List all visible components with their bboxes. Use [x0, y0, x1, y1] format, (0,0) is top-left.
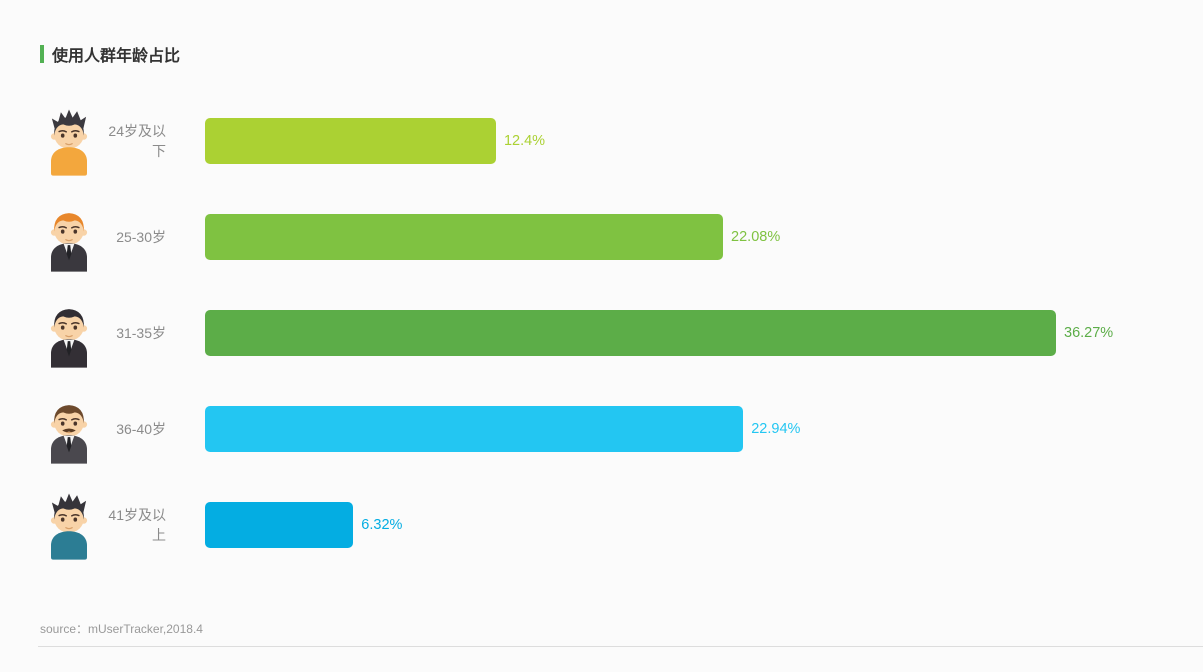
avatar-man-25-30-icon	[50, 213, 88, 272]
age-group-label: 24岁及以下	[108, 123, 166, 159]
chart-row: 41岁及以上 6.32%	[0, 477, 1203, 573]
bar-value-label: 12.4%	[503, 133, 546, 149]
chart-row: 36-40岁 22.94%	[0, 381, 1203, 477]
age-group-label: 41岁及以上	[108, 507, 166, 543]
avatar-man-41-plus-icon	[50, 493, 88, 560]
age-bar-man-36-40	[205, 406, 744, 452]
source-label: source：mUserTracker,2018.4	[40, 622, 203, 636]
bar-value-label: 22.08%	[731, 229, 781, 245]
chart-footer: source：mUserTracker,2018.4	[38, 620, 1203, 647]
chart-rows: 24岁及以下 12.4%	[0, 93, 1203, 573]
avatar-man-31-35-icon	[50, 309, 88, 368]
age-group-label: 25-30岁	[116, 229, 166, 245]
avatar-man-36-40-icon	[50, 405, 88, 464]
age-bar-man-31-35	[205, 310, 1056, 356]
chart-row: 24岁及以下 12.4%	[0, 93, 1203, 189]
age-bar-man-25-30	[205, 214, 724, 260]
chart-row: 31-35岁 36.27%	[0, 285, 1203, 381]
avatar-man-24-under-icon	[50, 109, 88, 176]
chart-row: 25-30岁 22.08%	[0, 189, 1203, 285]
bar-value-label: 6.32%	[361, 517, 403, 533]
age-group-label: 36-40岁	[116, 421, 166, 437]
age-bar-man-24-under	[205, 118, 496, 164]
age-bar-man-41-plus	[205, 502, 354, 548]
bar-value-label: 22.94%	[751, 421, 801, 437]
footer-divider	[38, 646, 1203, 647]
chart-title-block: 使用人群年龄占比	[40, 42, 180, 66]
age-group-label: 31-35岁	[116, 325, 166, 341]
title-accent-bar	[40, 45, 44, 63]
bar-value-label: 36.27%	[1064, 325, 1114, 341]
page-title: 使用人群年龄占比	[52, 48, 181, 65]
